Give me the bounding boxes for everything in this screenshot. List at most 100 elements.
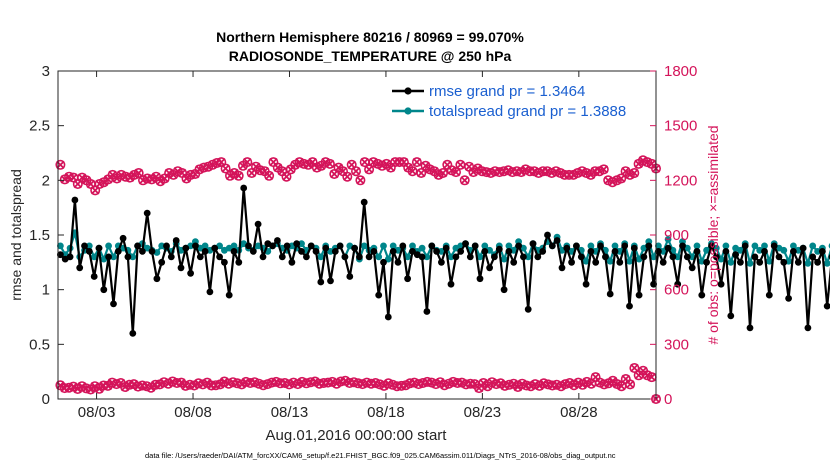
rmse-point: [356, 253, 363, 261]
assimilated-obs-cross-b: [379, 381, 389, 391]
assimilated-obs-cross-b: [638, 366, 648, 376]
rmse-point: [674, 280, 682, 288]
rmse-point: [568, 258, 575, 266]
possible-obs-circle: [629, 168, 640, 179]
possible-obs-point: [416, 168, 427, 179]
rmse-point: [134, 242, 142, 250]
possible-obs-circle: [133, 168, 144, 179]
possible-obs-point: [629, 168, 640, 179]
assimilated-obs-cross-b: [496, 379, 505, 388]
totalspread-point: [201, 242, 209, 250]
possible-obs-cross-b: [343, 172, 352, 181]
rmse-point: [76, 264, 84, 272]
rmse-point: [606, 290, 614, 298]
rmse-point: [457, 248, 465, 255]
footnote: data file: /Users/raeder/DAI/ATM_forcXX/…: [145, 451, 616, 460]
rmse-point: [481, 248, 489, 255]
possible-obs-cross-b: [416, 168, 426, 178]
rmse-point: [462, 240, 469, 248]
rmse-point: [495, 245, 503, 253]
rmse-point: [230, 248, 238, 255]
rmse-point: [790, 248, 797, 255]
possible-obs-cross-b: [156, 176, 165, 186]
rmse-point: [688, 264, 696, 272]
possible-obs-cross-b: [647, 159, 656, 169]
possible-obs-cross-b: [382, 159, 391, 169]
y-right-tick-label: 0: [664, 391, 672, 408]
possible-obs-cross-b: [69, 173, 78, 182]
totalspread-point: [809, 242, 817, 250]
possible-obs-circle: [242, 157, 253, 168]
rmse-point: [351, 244, 358, 252]
rmse-point: [254, 220, 262, 228]
rmse-point: [515, 242, 522, 250]
rmse-point: [312, 248, 320, 255]
totalspread-point: [500, 255, 508, 263]
possible-obs-circle: [450, 167, 461, 178]
rmse-point: [139, 248, 146, 255]
rmse-point: [524, 305, 532, 313]
possible-obs-cross-b: [177, 168, 187, 178]
possible-obs-cross-b: [60, 175, 70, 184]
rmse-point: [650, 280, 657, 288]
possible-obs-cross-b: [438, 168, 448, 178]
possible-obs-cross-b: [147, 175, 156, 184]
rmse-point: [553, 237, 561, 244]
rmse-point: [119, 234, 127, 242]
totalspread-point: [505, 242, 513, 250]
totalspread-point: [360, 242, 368, 250]
x-tick-label: 08/18: [367, 404, 405, 421]
possible-obs-cross-b: [456, 160, 465, 170]
rmse-point: [683, 253, 691, 261]
rmse-point: [100, 286, 108, 294]
possible-obs-cross-b: [364, 165, 374, 174]
possible-obs-cross-b: [230, 168, 239, 178]
rmse-point: [597, 242, 604, 250]
totalspread-point: [230, 242, 238, 250]
rmse-point: [785, 295, 792, 302]
rmse-point: [259, 253, 267, 261]
rmse-point: [616, 258, 624, 266]
y-tick-label: 3: [42, 63, 50, 80]
legend-rmse-label: rmse grand pr = 1.3464: [429, 83, 585, 100]
rmse-point: [664, 244, 672, 252]
chart-title-line2: RADIOSONDE_TEMPERATURE @ 250 hPa: [229, 48, 512, 64]
totalspread-point: [722, 242, 730, 250]
rmse-point: [659, 258, 667, 266]
possible-obs-cross-b: [303, 160, 313, 170]
possible-obs-cross-b: [443, 160, 452, 170]
possible-obs-cross-b: [82, 176, 91, 185]
rmse-point: [491, 253, 498, 261]
possible-obs-cross-b: [356, 176, 365, 185]
rmse-point: [809, 253, 817, 261]
totalspread-point: [476, 253, 484, 261]
rmse-point: [317, 278, 325, 286]
possible-obs-cross-b: [403, 163, 413, 172]
rmse-point: [698, 291, 706, 299]
possible-obs-circle: [324, 158, 335, 169]
rmse-point: [645, 242, 653, 250]
totalspread-point: [823, 260, 830, 267]
totalspread-point: [746, 260, 754, 267]
rmse-point: [712, 253, 720, 261]
possible-obs-cross-b: [134, 168, 143, 178]
possible-obs-circle: [233, 170, 244, 181]
possible-obs-point: [281, 171, 292, 182]
rmse-point: [336, 242, 344, 250]
possible-obs-circle: [94, 179, 105, 190]
possible-obs-cross-b: [451, 167, 461, 177]
rmse-point: [177, 264, 185, 272]
totalspread-point: [404, 253, 411, 261]
rmse-point: [90, 273, 98, 280]
possible-obs-point: [342, 171, 353, 182]
rmse-point: [635, 291, 643, 299]
y-tick-label: 1.5: [29, 227, 50, 244]
possible-obs-cross-b: [251, 162, 261, 171]
assimilated-obs-cross-b: [479, 378, 488, 388]
rmse-point: [365, 253, 373, 261]
totalspread-point: [447, 253, 455, 261]
possible-obs-cross-b: [460, 176, 469, 185]
totalspread-point: [587, 242, 595, 250]
x-tick-label: 08/23: [464, 404, 502, 421]
rmse-point: [303, 253, 310, 261]
